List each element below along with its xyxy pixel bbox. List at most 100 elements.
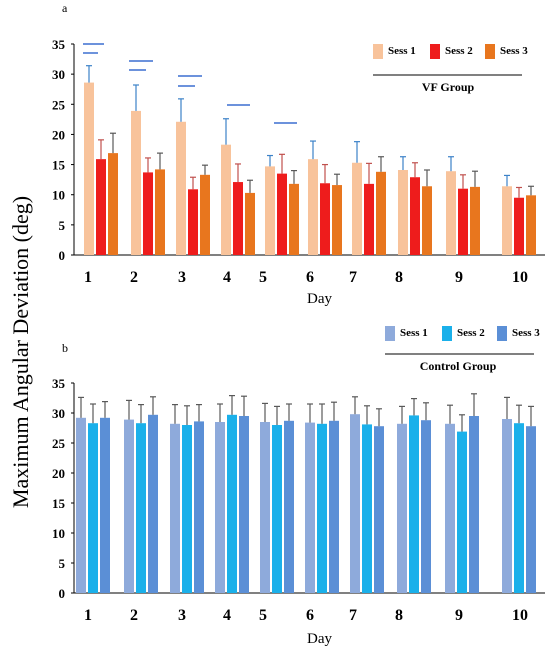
bar bbox=[397, 423, 407, 593]
bar bbox=[398, 169, 408, 255]
bar bbox=[308, 159, 318, 255]
bar bbox=[143, 172, 153, 255]
bar bbox=[272, 425, 282, 593]
x-tick-label: 6 bbox=[306, 607, 314, 624]
bar bbox=[289, 183, 299, 255]
bar bbox=[514, 423, 524, 593]
bar bbox=[245, 192, 255, 255]
bar bbox=[148, 414, 158, 593]
bar bbox=[317, 423, 327, 593]
bar bbox=[155, 169, 165, 255]
x-tick-label: 1 bbox=[84, 607, 92, 624]
bar bbox=[305, 422, 315, 593]
x-tick-label: 3 bbox=[178, 607, 186, 624]
x-tick-label: 7 bbox=[349, 607, 357, 624]
bar bbox=[410, 177, 420, 255]
legend-swatch bbox=[485, 44, 495, 59]
y-tick-label: 0 bbox=[59, 586, 66, 601]
x-tick-label: 4 bbox=[223, 269, 231, 286]
bar bbox=[469, 416, 479, 593]
bar bbox=[502, 186, 512, 255]
y-tick-label: 15 bbox=[52, 496, 66, 511]
bar bbox=[332, 185, 342, 255]
bar bbox=[350, 414, 360, 593]
bar bbox=[182, 425, 192, 593]
panel-label: b bbox=[62, 341, 68, 355]
legend-label: Sess 3 bbox=[512, 327, 540, 339]
y-axis-label: Maximum Angular Deviation (deg) bbox=[8, 196, 33, 508]
x-tick-label: 5 bbox=[259, 269, 267, 286]
bar bbox=[409, 415, 419, 593]
x-tick-label: 9 bbox=[455, 269, 463, 286]
bar bbox=[108, 153, 118, 255]
group-label: Control Group bbox=[420, 359, 497, 373]
legend-swatch bbox=[385, 326, 395, 341]
bar bbox=[362, 424, 372, 593]
x-tick-label: 2 bbox=[130, 607, 138, 624]
y-tick-label: 5 bbox=[59, 218, 66, 233]
bar bbox=[136, 423, 146, 593]
bar bbox=[374, 426, 384, 593]
bar bbox=[76, 417, 86, 593]
x-tick-label: 9 bbox=[455, 607, 463, 624]
bar bbox=[457, 431, 467, 593]
bar bbox=[329, 420, 339, 593]
bar bbox=[277, 173, 287, 255]
y-tick-label: 35 bbox=[52, 37, 66, 52]
legend-swatch bbox=[497, 326, 507, 341]
y-tick-label: 25 bbox=[52, 436, 66, 451]
x-tick-label: 5 bbox=[259, 607, 267, 624]
bar bbox=[352, 162, 362, 255]
bar bbox=[364, 183, 374, 255]
panel-a-chart: a 0 5 10 15 20 25 30 35 1 2 3 4 5 6 7 8 9 10 Day Sess 1 Sess … bbox=[52, 1, 545, 307]
panel-b-chart: b 0 5 10 15 20 25 30 35 1 2 3 4 5 6 7 8 9 10 Day Sess 1 Sess … bbox=[52, 326, 545, 647]
bar bbox=[124, 419, 134, 593]
bar bbox=[131, 110, 141, 255]
legend-swatch bbox=[373, 44, 383, 59]
bar bbox=[376, 171, 386, 255]
x-tick-label: 1 bbox=[84, 269, 92, 286]
y-tick-label: 30 bbox=[52, 406, 65, 421]
bar bbox=[200, 174, 210, 255]
bar bbox=[239, 416, 249, 593]
bar bbox=[170, 423, 180, 593]
y-tick-label: 10 bbox=[52, 526, 65, 541]
bar bbox=[265, 166, 275, 255]
legend-label: Sess 2 bbox=[445, 45, 473, 57]
bar bbox=[526, 426, 536, 593]
bar bbox=[88, 423, 98, 593]
legend-swatch bbox=[442, 326, 452, 341]
y-tick-label: 25 bbox=[52, 97, 66, 112]
x-tick-label: 2 bbox=[130, 269, 138, 286]
bar bbox=[188, 189, 198, 255]
y-tick-label: 30 bbox=[52, 67, 65, 82]
bar bbox=[221, 144, 231, 255]
y-tick-label: 20 bbox=[52, 127, 65, 142]
x-tick-label: 10 bbox=[512, 269, 528, 286]
bar bbox=[284, 420, 294, 593]
bar bbox=[260, 422, 270, 593]
panel-label: a bbox=[62, 1, 68, 15]
bar bbox=[502, 419, 512, 593]
bar bbox=[194, 421, 204, 593]
bar bbox=[96, 159, 106, 255]
x-tick-label: 8 bbox=[395, 607, 403, 624]
bar bbox=[421, 420, 431, 593]
bar bbox=[215, 422, 225, 593]
y-tick-label: 20 bbox=[52, 466, 65, 481]
bar bbox=[100, 417, 110, 593]
legend-label: Sess 1 bbox=[388, 45, 416, 57]
legend-label: Sess 2 bbox=[457, 327, 485, 339]
x-tick-label: 8 bbox=[395, 269, 403, 286]
y-tick-label: 35 bbox=[52, 376, 66, 391]
bar bbox=[84, 82, 94, 255]
bar bbox=[526, 195, 536, 255]
y-tick-label: 5 bbox=[59, 556, 66, 571]
bar bbox=[422, 186, 432, 255]
group-label: VF Group bbox=[422, 80, 475, 94]
x-axis-label: Day bbox=[307, 291, 332, 307]
bar bbox=[514, 197, 524, 255]
x-tick-label: 3 bbox=[178, 269, 186, 286]
x-tick-label: 4 bbox=[223, 607, 231, 624]
bar bbox=[233, 182, 243, 255]
